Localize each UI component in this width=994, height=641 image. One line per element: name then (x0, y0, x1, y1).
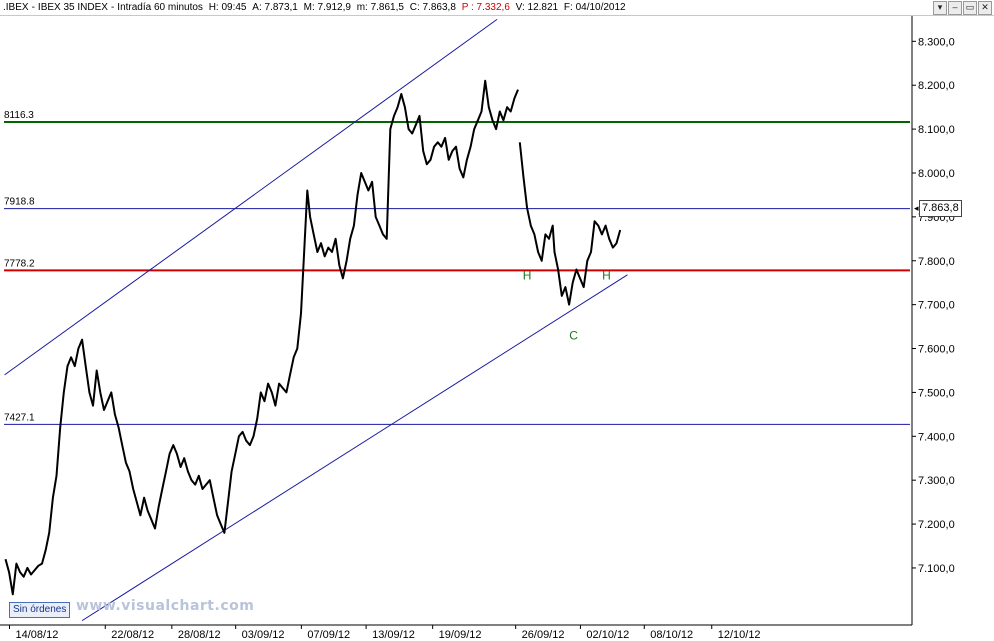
y-tick-label: 7.400,0 (918, 431, 955, 443)
pattern-annotation: H (523, 269, 532, 283)
open-value: A: 7.873,1 (252, 2, 298, 13)
close-icon[interactable]: ✕ (978, 1, 992, 15)
volume-value: V: 12.821 (515, 2, 559, 13)
x-tick-label: 26/09/12 (522, 629, 565, 641)
window-controls: ▾ – ▭ ✕ (933, 1, 992, 15)
y-tick-label: 7.100,0 (918, 563, 955, 575)
channel-line-lower (81, 274, 628, 622)
pattern-annotation: H (602, 269, 611, 283)
timeframe-label: Intradía 60 minutos (117, 2, 203, 13)
watermark-logo: www.visualchart.com (76, 598, 255, 614)
previous-close-value: P : 7.332,6 (461, 2, 510, 13)
level-label: 8116.3 (4, 110, 34, 121)
x-tick-label: 03/09/12 (242, 629, 285, 641)
y-tick-label: 8.100,0 (918, 124, 955, 136)
level-label: 7918.8 (4, 197, 35, 208)
minimize-icon[interactable]: – (948, 1, 962, 15)
symbol-code: .IBEX (3, 2, 29, 13)
separator: - (110, 2, 115, 13)
orders-button[interactable]: Sin órdenes (9, 602, 71, 618)
last-price-arrow-icon: ◂ (914, 203, 919, 213)
channel-line-upper (4, 18, 498, 376)
x-tick-label: 22/08/12 (111, 629, 154, 641)
x-tick-label: 13/09/12 (372, 629, 415, 641)
y-tick-label: 7.600,0 (918, 344, 955, 356)
high-value: M: 7.912,9 (303, 2, 351, 13)
x-tick-label: 12/10/12 (718, 629, 761, 641)
price-series-line (4, 79, 519, 596)
y-tick-label: 8.000,0 (918, 168, 955, 180)
y-tick-label: 8.200,0 (918, 80, 955, 92)
pattern-annotation: C (569, 329, 578, 343)
x-tick-label: 02/10/12 (586, 629, 629, 641)
level-label: 7427.1 (4, 412, 35, 423)
maximize-icon[interactable]: ▭ (963, 1, 977, 15)
x-tick-label: 14/08/12 (16, 629, 59, 641)
y-tick-label: 7.800,0 (918, 256, 955, 268)
y-tick-label: 8.300,0 (918, 36, 955, 48)
y-tick-label: 7.300,0 (918, 475, 955, 487)
y-tick-label: 7.200,0 (918, 519, 955, 531)
x-tick-label: 28/08/12 (178, 629, 221, 641)
x-tick-label: 19/09/12 (439, 629, 482, 641)
x-tick-label: 08/10/12 (650, 629, 693, 641)
last-price-marker: 7.863,8 (919, 200, 962, 217)
date-value: F: 04/10/2012 (563, 2, 626, 13)
y-tick-label: 7.700,0 (918, 300, 955, 312)
instrument-name: IBEX 35 INDEX (37, 2, 108, 13)
separator: - (31, 2, 35, 13)
hour-value: H: 09:45 (208, 2, 247, 13)
y-tick-label: 7.500,0 (918, 387, 955, 399)
dropdown-icon[interactable]: ▾ (933, 1, 947, 15)
low-value: m: 7.861,5 (356, 2, 404, 13)
price-series-line (518, 142, 622, 306)
x-tick-label: 07/09/12 (307, 629, 350, 641)
chart-info-bar: .IBEX - IBEX 35 INDEX - Intradía 60 minutos … (0, 0, 994, 16)
level-label: 7778.2 (4, 258, 35, 269)
close-value: C: 7.863,8 (409, 2, 456, 13)
